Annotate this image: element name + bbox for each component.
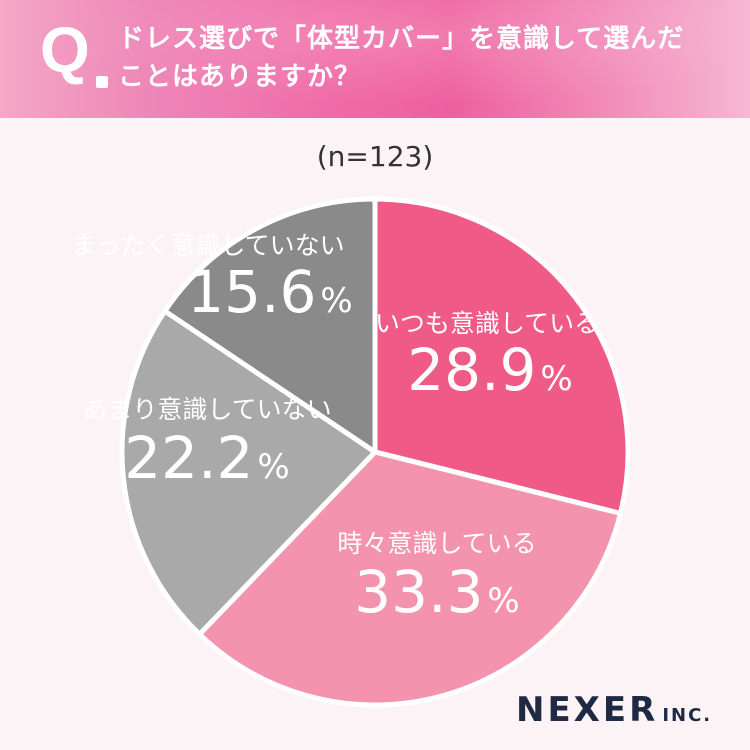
header-banner — [0, 0, 750, 118]
slice-label-3: あまり意識していない — [82, 395, 331, 424]
slice-label-1: いつも意識している — [375, 309, 599, 338]
pie-slice-2 — [197, 449, 623, 708]
question-line-1: ドレス選びで「体型カバー」を意識して選んだ — [118, 24, 685, 54]
pie-slice-1 — [372, 196, 631, 516]
pie-slice-3 — [119, 308, 378, 637]
logo-main: NEXER — [516, 690, 659, 730]
slice-value-3: 22.2% — [124, 424, 289, 492]
slice-value-1: 28.9% — [407, 336, 572, 404]
slice-label-4: まったく意識していない — [71, 231, 344, 260]
question-text: ドレス選びで「体型カバー」を意識して選んだ ことはありますか？ — [118, 20, 718, 96]
sample-size-label: (n=123) — [316, 140, 434, 173]
pie-slice-4 — [162, 196, 378, 455]
slice-value-2: 33.3% — [354, 558, 519, 626]
question-line-2: ことはありますか？ — [118, 62, 362, 92]
q-dot — [96, 76, 108, 88]
q-mark: Q — [40, 14, 90, 86]
nexer-logo: NEXER INC. — [516, 690, 712, 730]
logo-suffix: INC. — [662, 705, 713, 726]
slice-label-2: 時々意識している — [337, 529, 536, 558]
slice-value-4: 15.6% — [187, 258, 352, 326]
